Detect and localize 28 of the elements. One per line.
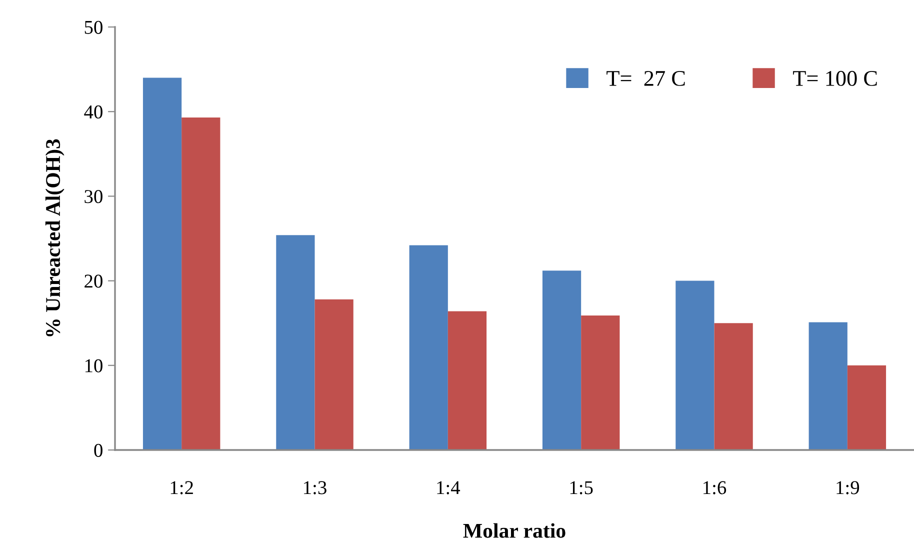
x-axis-title: Molar ratio [463,523,566,538]
y-tick-label: 10 [85,359,102,372]
y-axis-title: % Unreacted Al(OH)3 [45,139,64,336]
x-tick-label: 1:2 [170,481,193,494]
bar [409,245,448,450]
bar [182,118,220,450]
y-tick-label: 40 [84,105,102,119]
bar [581,315,620,450]
bar [448,311,487,450]
y-tick-label: 0 [94,444,102,457]
x-tick-label: 1:6 [704,481,726,494]
bar [314,299,354,450]
bar [276,235,315,450]
legend-label: T= 100 C [793,70,877,86]
bar [808,322,848,450]
x-tick-label: 1:3 [304,481,326,494]
legend-label: T= 27 C [606,70,685,86]
bar [714,323,753,450]
y-tick-label: 20 [84,274,102,288]
x-tick-label: 1:4 [437,481,460,494]
bar [676,280,714,450]
bar [847,365,886,450]
y-tick-label: 50 [84,20,102,34]
x-tick-label: 1:5 [570,481,593,494]
bar [142,78,182,450]
y-tick-label: 30 [84,190,102,204]
x-tick-label: 1:9 [836,481,860,494]
bar [542,270,582,450]
